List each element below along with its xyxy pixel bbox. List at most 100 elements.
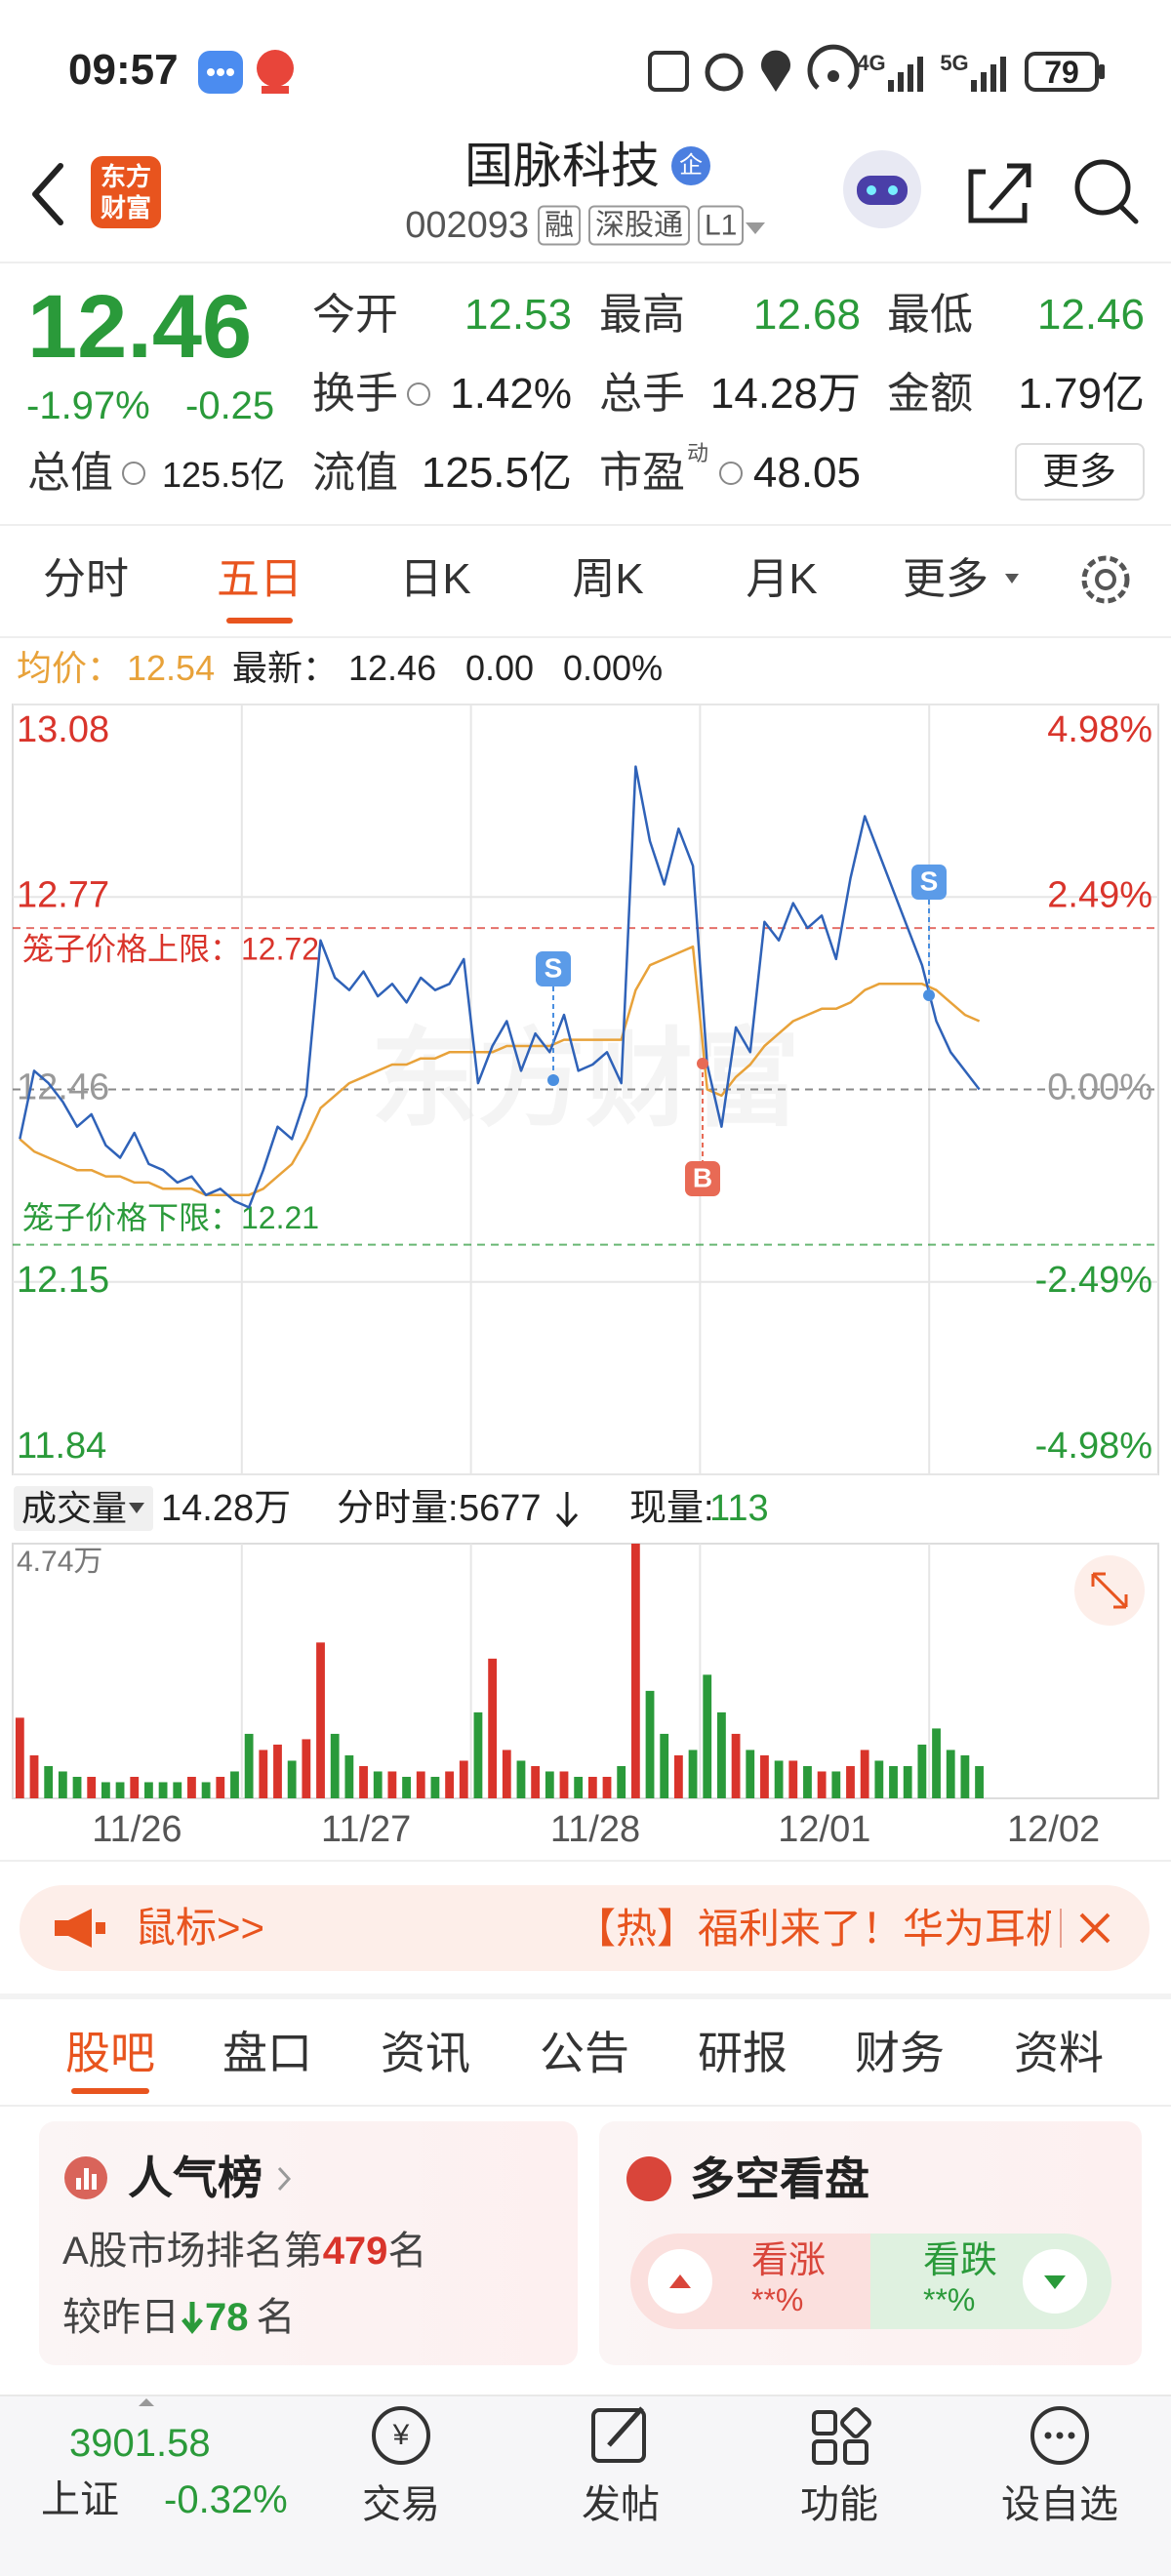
volume-bar: [230, 1771, 239, 1798]
caret: [139, 2398, 154, 2406]
nav-item[interactable]: 功能: [800, 2483, 878, 2526]
bull-label: 看涨: [751, 2240, 827, 2281]
volume-bar: [187, 1776, 196, 1798]
search-button[interactable]: [1074, 159, 1139, 224]
content-tab[interactable]: 研报: [698, 2028, 787, 2078]
volume-selector[interactable]: [14, 1486, 153, 1531]
content-tab[interactable]: 公告: [540, 2028, 629, 2078]
volume-tick-label: 4.74万: [17, 1546, 102, 1578]
volume-bar: [673, 1754, 683, 1798]
expand-button[interactable]: [1074, 1555, 1145, 1626]
volume-bar: [760, 1754, 769, 1798]
close-button[interactable]: [1077, 1911, 1112, 1946]
field-value: 48.05: [752, 449, 861, 497]
volume-bar: [144, 1782, 153, 1798]
volume-bar: [545, 1771, 554, 1798]
volume-bar: [516, 1760, 526, 1798]
content-tab[interactable]: 财务: [855, 2028, 945, 2078]
volume-bar: [774, 1760, 784, 1798]
field-value: 12.68: [752, 291, 861, 339]
banner-link[interactable]: 鼠标>>: [135, 1905, 265, 1951]
field-label: 市盈: [599, 449, 685, 497]
field-value: 1.42%: [450, 370, 572, 418]
volume-bar: [960, 1754, 970, 1798]
volume-bar: [15, 1717, 24, 1798]
content-tab[interactable]: 股吧: [65, 2028, 155, 2078]
field-label: 总手: [599, 370, 685, 418]
svg-text:¥: ¥: [392, 2419, 410, 2451]
volume-bar: [531, 1765, 541, 1798]
index-name[interactable]: 上证: [41, 2478, 119, 2521]
banner-clip: 【热】福利来了！华为耳机: [575, 1903, 1051, 1955]
nav-item[interactable]: 发帖: [582, 2483, 660, 2526]
volume-bar: [817, 1771, 827, 1798]
chart-tab[interactable]: 月K: [746, 555, 818, 603]
latest-value: 12.46: [348, 648, 437, 688]
avg-value: 12.54: [127, 648, 216, 688]
content-tab[interactable]: 盘口: [222, 2028, 312, 2078]
trade-mark-label: B: [693, 1162, 712, 1192]
index-value[interactable]: 3901.58: [69, 2422, 211, 2465]
volume-bar: [115, 1782, 125, 1798]
trade-marker[interactable]: B: [685, 1058, 720, 1196]
trade-marker[interactable]: S: [911, 865, 947, 1001]
volume-bar: [903, 1765, 912, 1798]
trade-marker[interactable]: S: [536, 951, 571, 1086]
field-label: 金额: [887, 370, 973, 418]
delta-line: 较昨日 78 名: [62, 2298, 296, 2337]
latest-change: 0.00: [465, 648, 535, 688]
chart-tab[interactable]: 日K: [399, 555, 471, 603]
header-icons: [32, 150, 1139, 234]
field-value: 12.46: [1036, 291, 1145, 339]
popularity-card[interactable]: [39, 2121, 578, 2365]
nav-item[interactable]: 设自选: [1001, 2483, 1118, 2526]
index-change[interactable]: -0.32%: [164, 2478, 288, 2521]
field-value: 12.53: [464, 291, 572, 339]
nav-item[interactable]: 交易: [362, 2483, 440, 2526]
down-arrow: [555, 1492, 579, 1528]
volume-bar: [416, 1771, 425, 1798]
banner-news[interactable]: 【热】福利来了！华为耳机: [575, 1906, 1051, 1952]
chart-tab[interactable]: 分时: [43, 555, 129, 603]
chart-tab[interactable]: 五日: [217, 555, 303, 603]
up-triangle: [669, 2274, 691, 2288]
volume-bar: [373, 1771, 383, 1798]
chart: 东方财富13.0812.7712.4612.1511.844.98%2.49%0…: [12, 704, 1159, 1850]
info-icon[interactable]: [719, 462, 743, 485]
chart-tab[interactable]: 周K: [572, 555, 644, 603]
news-banner[interactable]: [20, 1885, 1150, 1971]
volume-bar: [44, 1765, 54, 1798]
field-label: 最高: [599, 291, 685, 339]
volume-bar: [932, 1728, 941, 1798]
settings-button[interactable]: [1073, 546, 1142, 615]
content-tab[interactable]: 资讯: [381, 2028, 470, 2078]
volume-bar: [359, 1765, 368, 1798]
volume-bar: [387, 1771, 397, 1798]
content-tab[interactable]: 资料: [1014, 2028, 1104, 2078]
info-icon[interactable]: [122, 462, 145, 485]
volume-bar: [488, 1658, 498, 1798]
divider: [0, 262, 1171, 263]
volume-bar: [889, 1765, 898, 1798]
dropdown-arrow: [1005, 574, 1019, 584]
volume-bar: [344, 1754, 354, 1798]
y-tick-label: 12.15: [17, 1260, 109, 1301]
share-button[interactable]: [968, 163, 1031, 223]
divider: [0, 2105, 1171, 2107]
chart-tab[interactable]: 更多: [903, 555, 989, 603]
field-label: 换手: [312, 370, 398, 418]
rank: 479: [322, 2230, 388, 2273]
status-icons: 4G 5G: [198, 44, 1105, 94]
svg-text:5G: 5G: [940, 51, 968, 75]
volume-bar: [574, 1776, 584, 1798]
info-icon[interactable]: [407, 382, 430, 406]
field-value: 14.28万: [709, 370, 861, 418]
volume-bar: [58, 1771, 67, 1798]
x-tick-label: 11/26: [92, 1809, 182, 1850]
watermark: 东方财富: [371, 1020, 800, 1140]
x-tick-label: 11/27: [321, 1809, 411, 1850]
volume-bar: [917, 1744, 927, 1798]
more-button[interactable]: [1015, 443, 1145, 501]
back-button[interactable]: [32, 163, 63, 225]
volume-bar: [330, 1733, 340, 1798]
